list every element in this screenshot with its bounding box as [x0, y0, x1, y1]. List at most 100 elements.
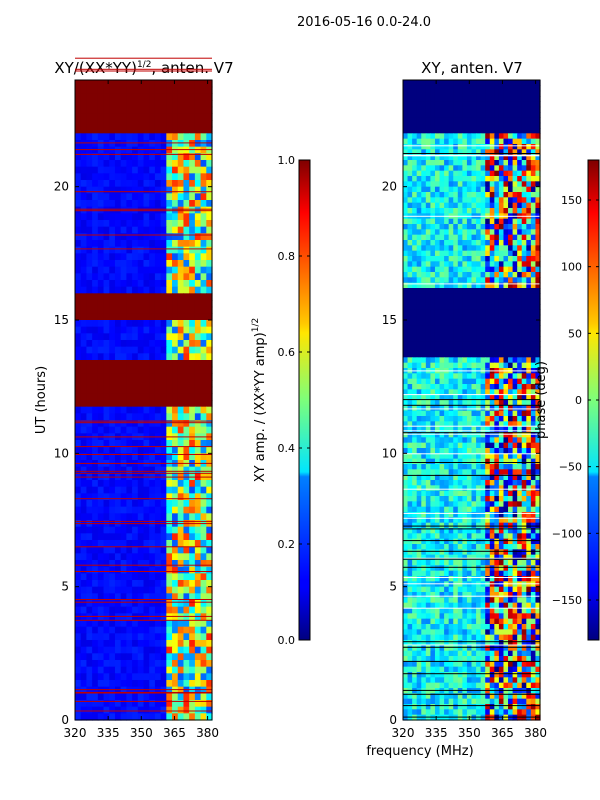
- heatmap-cell: [430, 485, 436, 492]
- heatmap-cell: [448, 389, 454, 396]
- heatmap-cell: [403, 218, 409, 225]
- heatmap-cell: [439, 416, 445, 422]
- heatmap-cell: [403, 480, 409, 486]
- heatmap-cell: [132, 500, 139, 508]
- heatmap-cell: [143, 706, 150, 714]
- heatmap-cell: [517, 346, 523, 353]
- heatmap-cell: [498, 256, 505, 262]
- heatmap-cell: [521, 528, 527, 534]
- heatmap-cell: [480, 362, 486, 369]
- heatmap-cell: [416, 133, 422, 140]
- heatmap-cell: [132, 320, 139, 328]
- heatmap-cell: [86, 286, 93, 294]
- heatmap-cell: [407, 330, 413, 337]
- heatmap-cell: [503, 469, 509, 476]
- heatmap-cell: [407, 336, 413, 342]
- heatmap-cell: [471, 442, 477, 449]
- heatmap-cell: [172, 633, 179, 641]
- heatmap-cell: [498, 346, 505, 353]
- heatmap-cell: [416, 202, 422, 209]
- heatmap-cell: [403, 517, 409, 524]
- heatmap-cell: [517, 416, 523, 422]
- heatmap-cell: [489, 154, 495, 161]
- heatmap-cell: [503, 453, 509, 460]
- heatmap-cell: [503, 480, 509, 486]
- heatmap-cell: [166, 660, 173, 668]
- heatmap-cell: [416, 410, 422, 417]
- heatmap-cell: [494, 362, 500, 369]
- heatmap-cell: [109, 166, 116, 174]
- heatmap-cell: [109, 120, 116, 128]
- heatmap-cell: [189, 513, 196, 521]
- heatmap-cell: [75, 320, 82, 328]
- heatmap-cell: [166, 373, 173, 381]
- heatmap-cell: [476, 469, 482, 476]
- heatmap-cell: [503, 80, 509, 86]
- heatmap-cell: [434, 229, 441, 236]
- heatmap-cell: [434, 138, 441, 145]
- heatmap-cell: [530, 378, 537, 385]
- heatmap-cell: [160, 573, 167, 581]
- heatmap-cell: [137, 373, 145, 381]
- heatmap-cell: [177, 653, 185, 661]
- heatmap-cell: [194, 380, 202, 388]
- heatmap-cell: [137, 193, 145, 201]
- heatmap-cell: [189, 340, 196, 348]
- heatmap-cell: [143, 146, 150, 154]
- heatmap-cell: [444, 352, 450, 358]
- heatmap-cell: [403, 176, 409, 182]
- heatmap-cell: [485, 186, 491, 193]
- heatmap-cell: [149, 266, 156, 274]
- heatmap-cell: [453, 282, 459, 289]
- heatmap-cell: [485, 448, 491, 454]
- heatmap-cell: [206, 100, 213, 108]
- heatmap-cell: [444, 437, 450, 444]
- heatmap-cell: [535, 357, 541, 364]
- heatmap-cell: [444, 128, 450, 134]
- heatmap-cell: [425, 432, 431, 438]
- heatmap-cell: [489, 256, 495, 262]
- heatmap-cell: [86, 700, 93, 708]
- heatmap-cell: [535, 458, 541, 465]
- heatmap-cell: [189, 140, 196, 148]
- heatmap-cell: [526, 442, 532, 449]
- heatmap-cell: [494, 309, 500, 316]
- heatmap-cell: [160, 653, 167, 661]
- heatmap-cell: [480, 245, 486, 252]
- heatmap-cell: [137, 326, 145, 334]
- heatmap-cell: [143, 713, 150, 721]
- heatmap-cell: [403, 293, 409, 300]
- heatmap-cell: [149, 446, 156, 454]
- heatmap-cell: [172, 693, 179, 701]
- heatmap-cell: [412, 464, 418, 470]
- heatmap-cell: [425, 80, 431, 86]
- heatmap-cell: [407, 224, 413, 230]
- heatmap-cell: [448, 437, 454, 444]
- heatmap-cell: [425, 122, 431, 129]
- heatmap-cell: [114, 653, 122, 661]
- heatmap-cell: [517, 256, 523, 262]
- heatmap-cell: [521, 277, 527, 284]
- heatmap-cell: [425, 101, 431, 108]
- heatmap-cell: [434, 469, 441, 476]
- heatmap-cell: [92, 513, 99, 521]
- heatmap-cell: [132, 513, 139, 521]
- heatmap-cell: [494, 133, 500, 140]
- heatmap-cell: [126, 93, 133, 101]
- heatmap-cell: [137, 706, 145, 714]
- heatmap-cell: [485, 181, 491, 188]
- heatmap-cell: [485, 544, 491, 550]
- heatmap-cell: [172, 260, 179, 268]
- heatmap-cell: [206, 693, 213, 701]
- heatmap-cell: [412, 186, 418, 193]
- heatmap-cell: [194, 273, 202, 281]
- heatmap-cell: [457, 320, 463, 326]
- heatmap-cell: [425, 245, 431, 252]
- heatmap-cell: [512, 106, 518, 113]
- heatmap-cell: [512, 325, 518, 332]
- heatmap-cell: [183, 146, 190, 154]
- heatmap-cell: [530, 304, 537, 310]
- heatmap-cell: [132, 620, 139, 628]
- heatmap-cell: [517, 480, 523, 486]
- heatmap-cell: [103, 633, 110, 641]
